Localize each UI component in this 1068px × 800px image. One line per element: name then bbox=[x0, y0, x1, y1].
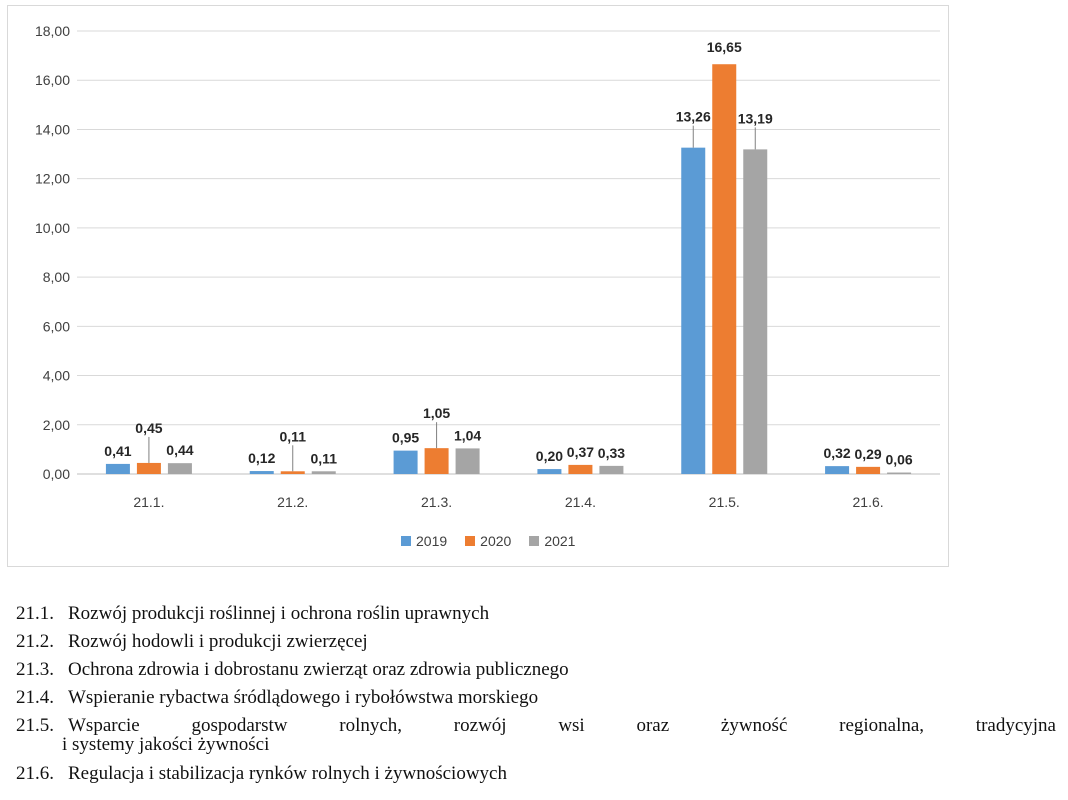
note-item: 21.5. Wsparcie gospodarstw rolnych, rozw… bbox=[16, 712, 1056, 740]
legend-item-2020: 2020 bbox=[465, 533, 511, 549]
bar bbox=[249, 471, 274, 474]
x-tick-label: 21.6. bbox=[853, 494, 884, 510]
note-text: Wsparcie gospodarstw rolnych, rozwój wsi… bbox=[68, 715, 1056, 736]
legend-label-2021: 2021 bbox=[544, 533, 576, 549]
data-label: 0,37 bbox=[567, 444, 594, 460]
note-item: 21.3. Ochrona zdrowia i dobrostanu zwier… bbox=[16, 656, 1056, 684]
bar bbox=[712, 64, 737, 474]
y-tick-label: 0,00 bbox=[43, 466, 70, 482]
bar bbox=[311, 471, 336, 474]
bar bbox=[681, 147, 706, 474]
data-label: 0,45 bbox=[135, 420, 162, 436]
y-tick-label: 8,00 bbox=[43, 269, 70, 285]
legend-item-2021: 2021 bbox=[529, 533, 575, 549]
note-text: Regulacja i stabilizacja rynków rolnych … bbox=[68, 763, 507, 784]
note-code: 21.4. bbox=[16, 687, 54, 708]
bar bbox=[599, 465, 624, 474]
data-label: 0,44 bbox=[166, 442, 193, 458]
bar bbox=[424, 448, 449, 474]
data-label: 0,32 bbox=[823, 445, 850, 461]
data-label: 0,12 bbox=[248, 450, 275, 466]
note-item: 21.6. Regulacja i stabilizacja rynków ro… bbox=[16, 760, 1056, 788]
y-tick-label: 2,00 bbox=[43, 417, 70, 433]
note-code: 21.6. bbox=[16, 763, 54, 784]
note-item: 21.4. Wspieranie rybactwa śródlądowego i… bbox=[16, 684, 1056, 712]
y-tick-label: 4,00 bbox=[43, 368, 70, 384]
data-label: 0,11 bbox=[311, 450, 338, 466]
bar bbox=[825, 466, 850, 474]
note-code: 21.2. bbox=[16, 631, 54, 652]
note-text: Rozwój produkcji roślinnej i ochrona roś… bbox=[68, 603, 490, 624]
y-tick-label: 14,00 bbox=[35, 121, 70, 137]
y-tick-label: 6,00 bbox=[43, 318, 70, 334]
note-item: 21.2. Rozwój hodowli i produkcji zwierzę… bbox=[16, 628, 1056, 656]
x-tick-label: 21.2. bbox=[277, 494, 308, 510]
data-label: 13,19 bbox=[738, 110, 773, 126]
data-label: 1,04 bbox=[454, 427, 481, 443]
note-code: 21.5. bbox=[16, 715, 54, 736]
bar bbox=[167, 463, 192, 474]
category-notes: 21.1. Rozwój produkcji roślinnej i ochro… bbox=[16, 600, 1056, 788]
bar bbox=[455, 448, 480, 474]
data-label: 13,26 bbox=[676, 109, 711, 125]
bar-chart: 0,00 2,00 4,00 6,00 8,00 10,00 12,00 14,00 16,00… bbox=[35, 23, 940, 510]
bar bbox=[568, 464, 593, 474]
data-label: 0,95 bbox=[392, 430, 419, 446]
x-tick-label: 21.4. bbox=[565, 494, 596, 510]
x-tick-label: 21.1. bbox=[133, 494, 164, 510]
bar bbox=[393, 450, 418, 474]
legend-swatch-2019 bbox=[401, 536, 411, 546]
y-tick-label: 18,00 bbox=[35, 23, 70, 39]
data-label: 0,29 bbox=[854, 446, 881, 462]
legend-item-2019: 2019 bbox=[401, 533, 447, 549]
data-label: 0,41 bbox=[104, 443, 131, 459]
note-text: Ochrona zdrowia i dobrostanu zwierząt or… bbox=[68, 659, 569, 680]
bar bbox=[136, 462, 161, 474]
y-tick-label: 10,00 bbox=[35, 220, 70, 236]
legend-label-2020: 2020 bbox=[480, 533, 512, 549]
x-tick-label: 21.5. bbox=[709, 494, 740, 510]
legend-swatch-2020 bbox=[465, 536, 476, 546]
data-label: 0,06 bbox=[885, 452, 912, 468]
data-label: 0,33 bbox=[598, 445, 625, 461]
bar bbox=[105, 463, 130, 474]
data-label: 0,20 bbox=[536, 448, 563, 464]
chart-legend: 2019 2020 2021 bbox=[401, 533, 575, 549]
x-tick-label: 21.3. bbox=[421, 494, 452, 510]
note-item: 21.1. Rozwój produkcji roślinnej i ochro… bbox=[16, 600, 1056, 628]
data-label: 16,65 bbox=[707, 39, 742, 55]
legend-swatch-2021 bbox=[529, 536, 540, 546]
data-label: 1,05 bbox=[423, 405, 450, 421]
note-text: Rozwój hodowli i produkcji zwierzęcej bbox=[68, 631, 368, 652]
y-tick-label: 16,00 bbox=[35, 72, 70, 88]
y-tick-label: 12,00 bbox=[35, 171, 70, 187]
data-label: 0,11 bbox=[280, 428, 307, 444]
legend-label-2019: 2019 bbox=[416, 533, 448, 549]
note-text: Wspieranie rybactwa śródlądowego i ryboł… bbox=[68, 687, 539, 708]
bar bbox=[280, 471, 305, 474]
bar bbox=[743, 149, 768, 474]
bar bbox=[537, 469, 562, 474]
note-code: 21.1. bbox=[16, 603, 54, 624]
note-continuation: i systemy jakości żywności bbox=[62, 734, 270, 755]
bar bbox=[887, 472, 912, 474]
chart-area: 0,00 2,00 4,00 6,00 8,00 10,00 12,00 14,00 16,00… bbox=[7, 5, 949, 567]
note-code: 21.3. bbox=[16, 659, 54, 680]
bar bbox=[856, 466, 881, 474]
